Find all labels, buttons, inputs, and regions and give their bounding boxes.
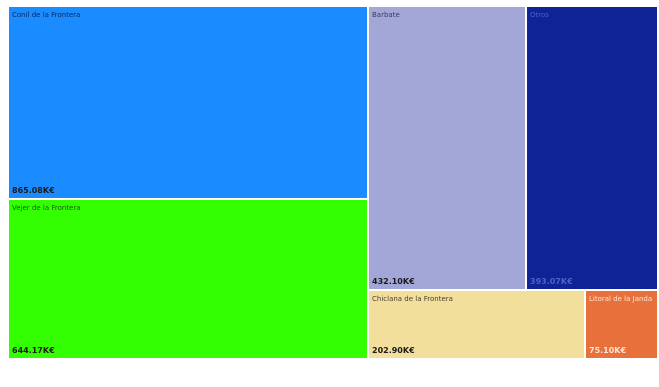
tile-value-label: 865.08K€ bbox=[12, 186, 55, 195]
tile-name-label: Chiclana de la Frontera bbox=[372, 295, 453, 303]
tile-name-label: Conil de la Frontera bbox=[12, 11, 81, 19]
tile-name-label: Otros bbox=[530, 11, 549, 19]
treemap-tile[interactable]: Otros 393.07K€ bbox=[526, 6, 658, 290]
tile-name-label: Vejer de la Frontera bbox=[12, 204, 81, 212]
treemap-tile[interactable]: Vejer de la Frontera 644.17K€ bbox=[8, 199, 368, 359]
treemap-tile[interactable]: Chiclana de la Frontera 202.90K€ bbox=[368, 290, 585, 359]
tile-value-label: 432.10K€ bbox=[372, 277, 415, 286]
tile-name-label: Barbate bbox=[372, 11, 400, 19]
tile-value-label: 75.10K€ bbox=[589, 346, 627, 355]
tile-name-label: Litoral de la Janda bbox=[589, 295, 653, 303]
tile-value-label: 393.07K€ bbox=[530, 277, 573, 286]
treemap-tile[interactable]: Litoral de la Janda 75.10K€ bbox=[585, 290, 658, 359]
treemap-tile[interactable]: Barbate 432.10K€ bbox=[368, 6, 526, 290]
tile-value-label: 644.17K€ bbox=[12, 346, 55, 355]
tile-value-label: 202.90K€ bbox=[372, 346, 415, 355]
treemap-tile[interactable]: Conil de la Frontera 865.08K€ bbox=[8, 6, 368, 199]
